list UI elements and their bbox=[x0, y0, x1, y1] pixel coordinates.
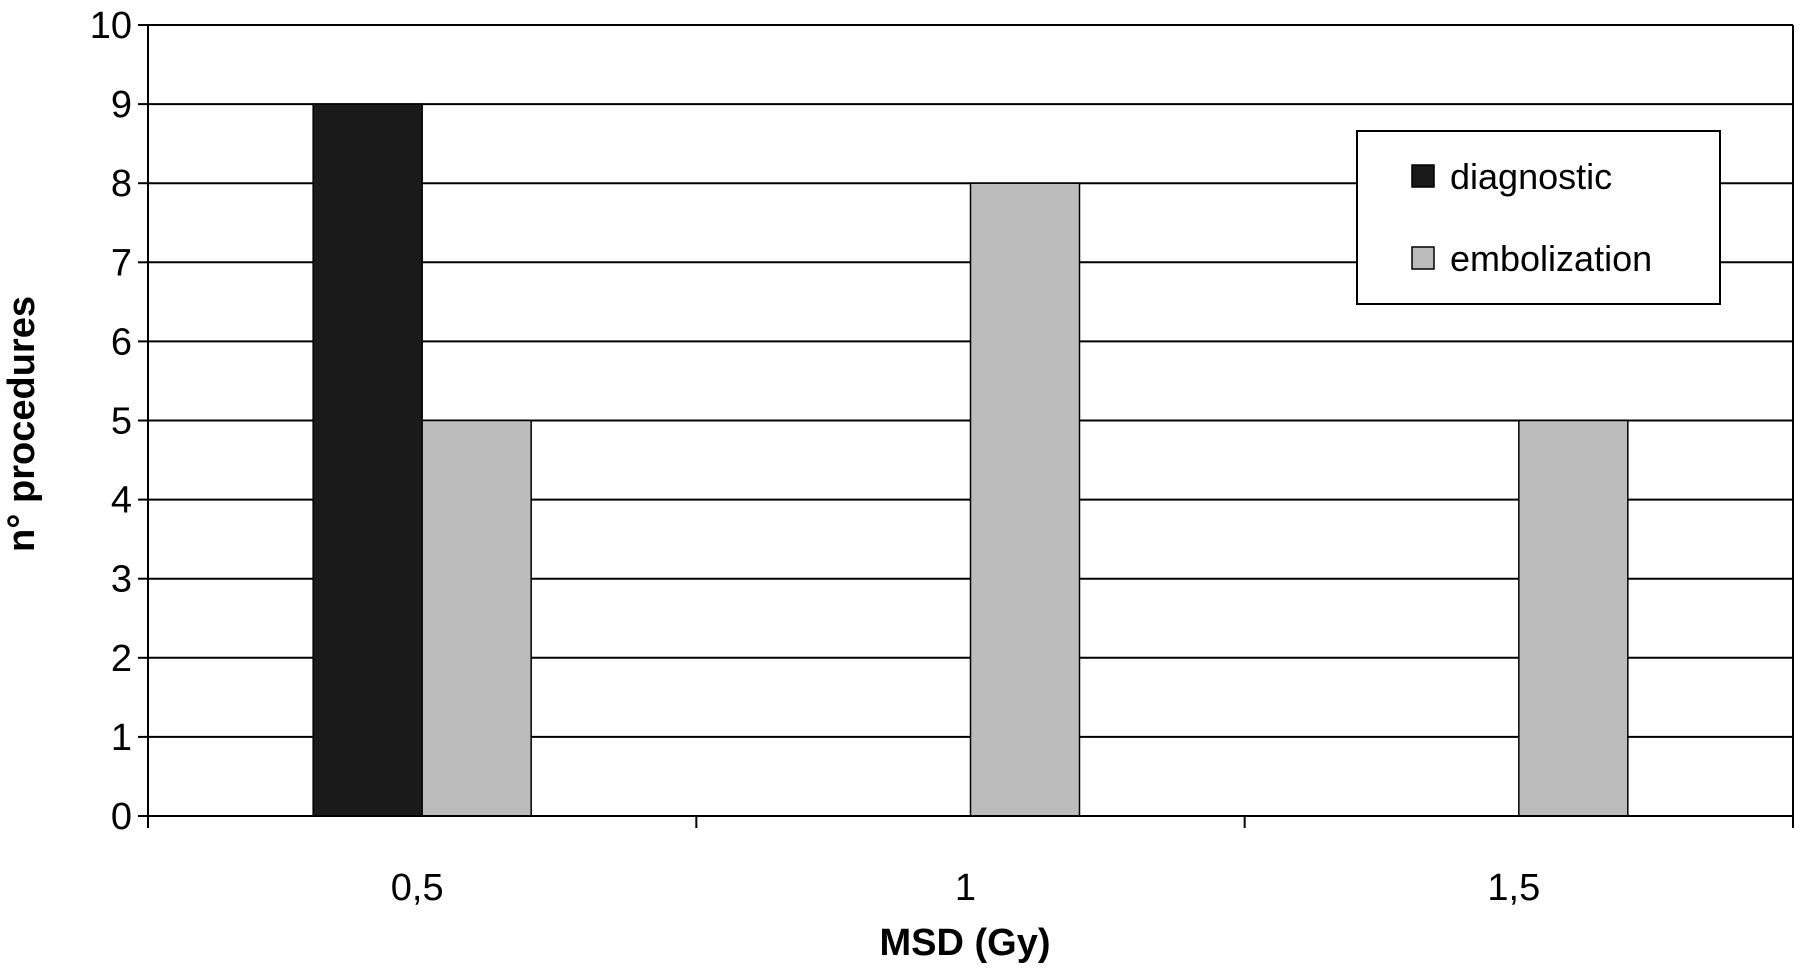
bar-embolization-2 bbox=[1518, 419, 1629, 817]
bar-embolization-1 bbox=[969, 182, 1081, 817]
legend-swatch-diagnostic bbox=[1411, 164, 1435, 188]
legend-label-diagnostic: diagnostic bbox=[1450, 156, 1612, 197]
y-tick-label: 9 bbox=[111, 84, 132, 126]
legend-box bbox=[1356, 130, 1721, 305]
y-tick-labels: 0 1 2 3 4 5 6 7 8 9 10 bbox=[90, 5, 132, 838]
legend: diagnostic embolization bbox=[1356, 130, 1721, 305]
y-tick-label: 10 bbox=[90, 5, 132, 47]
legend-label-embolization: embolization bbox=[1450, 238, 1652, 279]
y-tick-label: 8 bbox=[111, 163, 132, 205]
y-tick-label: 2 bbox=[111, 638, 132, 680]
x-tick-label: 1 bbox=[955, 867, 976, 909]
x-tick-label: 0,5 bbox=[391, 867, 444, 909]
axes bbox=[138, 24, 1794, 828]
bar-diagnostic-0 bbox=[312, 103, 423, 817]
y-tick-label: 6 bbox=[111, 321, 132, 363]
bar-embolization-0 bbox=[421, 419, 532, 817]
x-axis-title: MSD (Gy) bbox=[880, 922, 1051, 964]
y-tick-label: 7 bbox=[111, 242, 132, 284]
legend-swatch-embolization bbox=[1411, 246, 1435, 270]
y-tick-label: 5 bbox=[111, 401, 132, 443]
y-axis-title: n° procedures bbox=[1, 296, 43, 552]
y-tick-label: 0 bbox=[111, 796, 132, 838]
y-tick-label: 3 bbox=[111, 559, 132, 601]
y-tick-label: 4 bbox=[111, 480, 132, 522]
y-tick-label: 1 bbox=[111, 717, 132, 759]
x-tick-label: 1,5 bbox=[1487, 867, 1540, 909]
x-tick-labels: 0,5 1 1,5 bbox=[391, 867, 1540, 909]
